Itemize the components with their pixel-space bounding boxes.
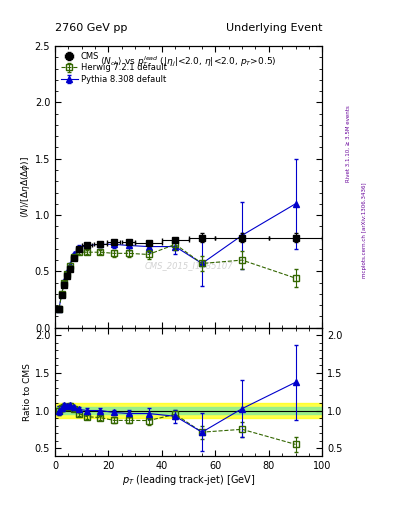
X-axis label: $p_T$ (leading track-jet) [GeV]: $p_T$ (leading track-jet) [GeV] (122, 473, 255, 487)
Text: CMS_2015_I1385107: CMS_2015_I1385107 (144, 261, 233, 270)
Bar (55, 407, 322, 414)
Legend: CMS, Herwig 7.2.1 default, Pythia 8.308 default: CMS, Herwig 7.2.1 default, Pythia 8.308 … (59, 50, 168, 86)
Text: Rivet 3.1.10, ≥ 3.5M events: Rivet 3.1.10, ≥ 3.5M events (346, 105, 351, 182)
Text: $\langle N_{ch}\rangle$ vs $p_T^{lead}$ ($|\eta_j|$<2.0, $\eta|$<2.0, $p_T$>0.5): $\langle N_{ch}\rangle$ vs $p_T^{lead}$ … (100, 55, 277, 69)
Text: 2760 GeV pp: 2760 GeV pp (55, 23, 127, 33)
Text: mcplots.cern.ch [arXiv:1306.3436]: mcplots.cern.ch [arXiv:1306.3436] (362, 183, 367, 278)
Y-axis label: Ratio to CMS: Ratio to CMS (23, 362, 32, 421)
Y-axis label: $\langle N\rangle/[\Delta\eta\Delta(\Delta\phi)]$: $\langle N\rangle/[\Delta\eta\Delta(\Del… (19, 156, 32, 218)
Bar (55, 403, 322, 418)
Text: Underlying Event: Underlying Event (226, 23, 322, 33)
